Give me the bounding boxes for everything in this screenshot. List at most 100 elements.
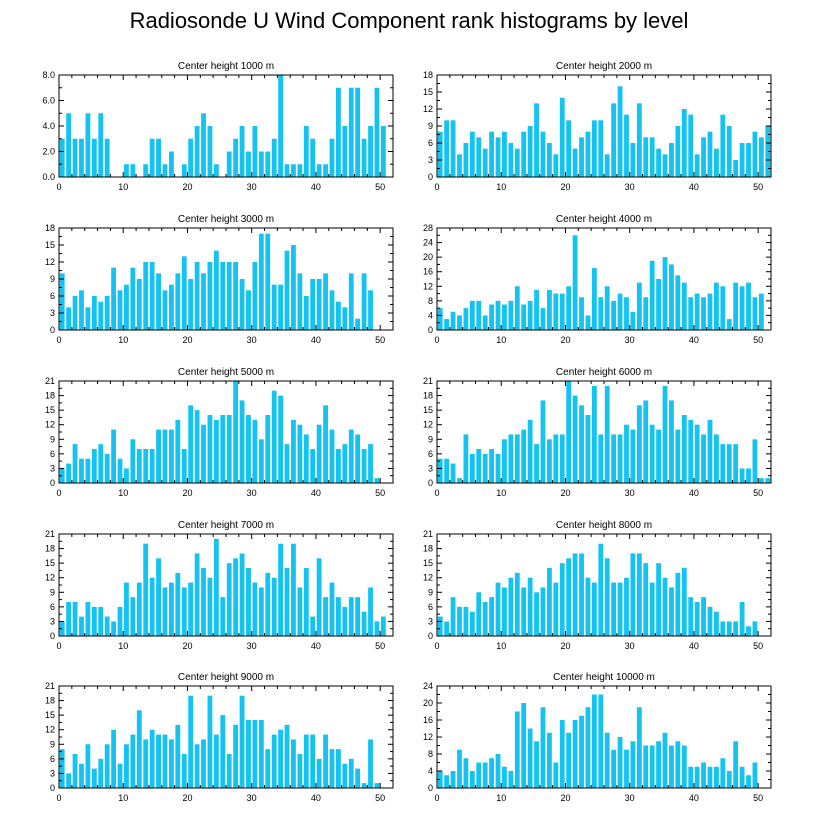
bar-rank-8 (489, 597, 495, 636)
y-tick-label: 18 (45, 223, 55, 233)
bar-rank-43 (336, 449, 341, 483)
bar-rank-50 (758, 137, 764, 177)
bar-rank-45 (348, 758, 354, 788)
bar-rank-25 (598, 434, 604, 483)
x-tick-label: 20 (182, 182, 192, 192)
bar-rank-34 (278, 543, 284, 636)
bar-rank-6 (476, 137, 482, 177)
bar-rank-14 (527, 419, 533, 483)
x-tick-label: 50 (753, 641, 763, 651)
bar-rank-10 (502, 587, 507, 636)
bar-rank-15 (534, 103, 539, 177)
bar-rank-41 (323, 164, 328, 177)
bar-rank-32 (265, 151, 271, 177)
bar-rank-4 (463, 758, 469, 788)
bar-rank-23 (207, 415, 213, 483)
bar-rank-51 (765, 126, 771, 177)
bar-rank-25 (220, 262, 226, 330)
bar-rank-6 (98, 444, 104, 483)
y-tick-label: 6 (50, 291, 55, 301)
bar-rank-10 (502, 766, 507, 788)
bar-rank-25 (598, 694, 604, 788)
bar-rank-16 (540, 587, 546, 636)
bar-rank-2 (72, 602, 78, 636)
bar-rank-50 (380, 126, 386, 177)
bar-rank-34 (278, 729, 284, 788)
bar-rank-22 (579, 405, 584, 483)
x-tick-label: 50 (375, 641, 385, 651)
bar-rank-47 (361, 783, 367, 788)
bar-rank-18 (175, 273, 181, 330)
bar-rank-12 (514, 286, 520, 330)
y-tick-label: 12 (45, 573, 55, 583)
bar-rank-19 (181, 256, 187, 330)
bar-rank-11 (130, 164, 136, 177)
bar-rank-9 (495, 300, 501, 330)
bar-rank-28 (617, 293, 623, 330)
bar-rank-42 (329, 582, 335, 636)
bar-rank-19 (559, 293, 565, 330)
y-tick-label: 16 (423, 267, 433, 277)
bar-rank-17 (547, 568, 552, 636)
bar-rank-0 (437, 131, 443, 177)
bar-rank-33 (271, 577, 277, 636)
bar-rank-2 (72, 296, 78, 330)
x-tick-label: 0 (434, 335, 439, 345)
bar-rank-11 (130, 267, 136, 330)
bar-rank-3 (79, 616, 84, 636)
bar-rank-34 (656, 563, 662, 636)
bar-rank-7 (482, 148, 488, 177)
bar-rank-28 (239, 126, 245, 177)
bar-rank-28 (617, 737, 623, 788)
bar-rank-8 (111, 621, 117, 636)
bar-rank-15 (156, 734, 161, 788)
bar-rank-21 (194, 744, 200, 788)
bar-rank-18 (553, 293, 559, 330)
x-tick-label: 20 (560, 182, 570, 192)
bar-rank-15 (534, 592, 539, 636)
bar-rank-6 (98, 301, 104, 330)
bar-rank-14 (149, 729, 155, 788)
bar-rank-16 (162, 429, 168, 483)
bar-rank-30 (252, 582, 258, 636)
bar-rank-38 (681, 415, 687, 483)
bar-rank-38 (681, 109, 687, 177)
bar-rank-17 (169, 284, 174, 330)
histogram-panel-5: Center height 5000 m 0 10 20 30 40 50 0 3 6 9 12 15 1… (45, 367, 394, 498)
bar-rank-3 (79, 290, 84, 330)
y-tick-label: 9 (50, 434, 55, 444)
bar-rank-48 (368, 126, 373, 177)
bar-rank-36 (291, 419, 296, 483)
bar-rank-25 (598, 120, 604, 177)
bar-rank-4 (85, 307, 91, 330)
y-tick-label: 24 (423, 681, 433, 691)
bar-rank-16 (540, 400, 546, 483)
y-tick-label: 9 (50, 587, 55, 597)
bar-rank-22 (579, 137, 584, 177)
bar-rank-0 (59, 138, 65, 177)
bar-rank-14 (527, 126, 533, 177)
bar-rank-3 (457, 749, 462, 788)
bar-rank-42 (707, 131, 713, 177)
bar-rank-22 (579, 297, 584, 330)
y-tick-label: 20 (423, 698, 433, 708)
bar-rank-48 (746, 626, 751, 636)
bar-rank-5 (469, 771, 475, 788)
bar-rank-36 (291, 164, 296, 177)
bar-rank-38 (681, 568, 687, 636)
bar-rank-8 (111, 267, 117, 330)
bar-rank-41 (323, 734, 328, 788)
y-tick-label: 0 (428, 783, 433, 793)
bar-rank-46 (733, 444, 739, 483)
bar-rank-32 (643, 297, 649, 330)
bar-rank-50 (758, 293, 764, 330)
y-tick-label: 4 (428, 766, 433, 776)
bar-rank-22 (579, 553, 584, 636)
bar-rank-16 (540, 707, 546, 788)
bar-rank-11 (130, 734, 136, 788)
bar-rank-45 (348, 597, 354, 636)
x-tick-label: 0 (56, 182, 61, 192)
bar-rank-17 (169, 429, 174, 483)
bar-rank-47 (739, 602, 745, 636)
x-tick-label: 10 (496, 641, 506, 651)
